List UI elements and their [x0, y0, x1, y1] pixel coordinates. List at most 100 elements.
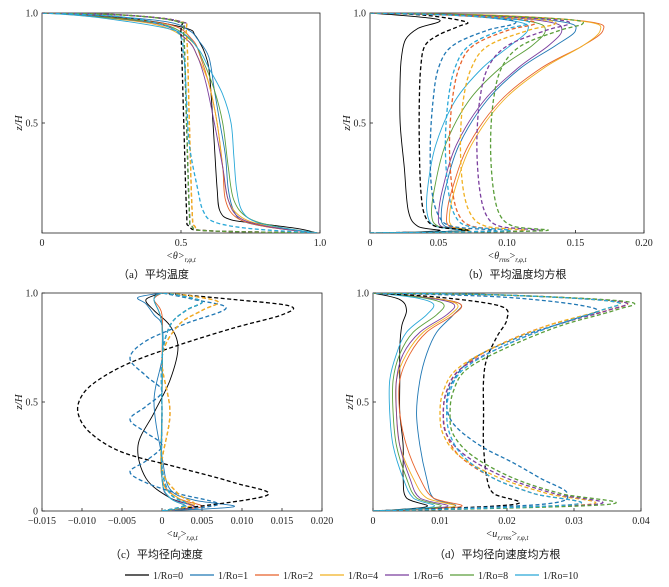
x-axis-label-c: <ur>r,φ,t	[166, 529, 198, 542]
x-tick-label-c: −0.010	[68, 516, 96, 527]
x-tick-label-b: 0.05	[430, 238, 448, 249]
series-line-b-1-ro-6-solid	[370, 13, 563, 233]
y-axis-label-b: z/H	[341, 114, 353, 131]
series-line-a-1-ro-10-dashed	[42, 13, 318, 233]
y-tick-label-c: 1.0	[26, 289, 39, 300]
x-axis-label-a: <θ>r,φ,t	[166, 251, 197, 264]
series-line-d-1-ro-8-solid	[373, 293, 445, 511]
y-tick-label-a: 1.0	[26, 9, 39, 20]
series-line-a-1-ro-2-solid	[42, 13, 318, 233]
y-tick-label-b: 1.0	[354, 9, 367, 20]
x-tick-label-c: 0.020	[311, 516, 334, 527]
series-group-d	[373, 293, 636, 511]
x-tick-label-c: −0.005	[108, 516, 136, 527]
legend-label: 1/Ro=1	[218, 571, 248, 582]
x-tick-label-d: 0	[371, 516, 376, 527]
caption-d: （d）平均径向速度均方根	[434, 549, 561, 561]
series-line-d-1-ro-4-solid	[373, 293, 459, 511]
series-line-a-1-ro-2-dashed	[42, 13, 318, 233]
x-tick-label-c: 0	[160, 516, 165, 527]
series-line-d-1-ro-0-solid	[373, 293, 428, 511]
series-line-a-1-ro-0-dashed	[42, 13, 318, 233]
caption-c: （c）平均径向速度	[110, 549, 203, 561]
series-line-a-1-ro-8-dashed	[42, 13, 318, 233]
x-tick-label-c: 0.005	[191, 516, 214, 527]
series-line-a-1-ro-4-dashed	[42, 13, 318, 233]
series-line-b-1-ro-8-dashed	[370, 13, 584, 233]
x-tick-label-c: −0.015	[28, 516, 56, 527]
series-line-d-1-ro-6-dashed	[373, 293, 629, 511]
series-line-b-1-ro-4-dashed	[370, 13, 557, 233]
legend-item: 1/Ro=0	[125, 571, 183, 582]
x-tick-label-d: 0.01	[431, 516, 449, 527]
series-line-b-1-ro-0-solid	[370, 13, 441, 233]
x-axis-label-d: <ur,rms>r,φ,t	[486, 529, 530, 542]
y-tick-label-c: 0.5	[26, 398, 39, 409]
y-tick-label-d: 0.5	[357, 398, 370, 409]
series-line-b-1-ro-0-dashed	[370, 13, 469, 233]
x-tick-label-a: 0.5	[175, 238, 188, 249]
y-tick-label-a: 0.5	[26, 119, 39, 130]
legend-label: 1/Ro=0	[153, 571, 183, 582]
series-line-d-1-ro-2-solid	[373, 293, 463, 511]
panel-a: 0 0.5 1.0 0.5 1.0 z/H <θ>r,φ,t	[13, 9, 326, 265]
legend-item: 1/Ro=8	[450, 571, 508, 582]
series-line-a-1-ro-4-solid	[42, 13, 318, 233]
x-tick-label-d: 0.04	[632, 516, 650, 527]
legend-label: 1/Ro=4	[348, 571, 378, 582]
series-group-c	[76, 293, 295, 511]
series-line-c-1-ro-0-dashed	[76, 293, 295, 511]
panel-d: 0 0.01 0.02 0.03 0.04 0.5 1.0 z/H <ur,rms>r,φ,t	[344, 289, 650, 543]
legend-label: 1/Ro=8	[478, 571, 508, 582]
series-line-b-1-ro-1-dashed	[370, 13, 517, 233]
legend-item: 1/Ro=4	[320, 571, 378, 582]
x-tick-label-a: 0	[40, 238, 45, 249]
series-line-d-1-ro-1-solid	[373, 293, 462, 511]
series-line-a-1-ro-6-dashed	[42, 13, 318, 233]
panel-c: −0.015 −0.010 −0.005 0 0.005 0.010 0.015 0.020 0…	[13, 289, 333, 543]
series-line-d-1-ro-6-solid	[373, 293, 456, 511]
series-line-c-1-ro-1-solid	[137, 293, 235, 511]
legend-label: 1/Ro=2	[283, 571, 313, 582]
panel-b: 0 0.05 0.10 0.15 0.20 0.5 1.0 z/H <θrms>r,φ,t	[341, 9, 653, 265]
legend: 1/Ro=0 1/Ro=1 1/Ro=2 1/Ro=4 1/Ro=6 1/Ro=8 1/Ro…	[125, 571, 578, 582]
x-tick-label-b: 0.10	[498, 238, 516, 249]
series-line-b-1-ro-8-solid	[370, 13, 546, 233]
series-line-b-1-ro-4-solid	[370, 13, 602, 233]
legend-item: 1/Ro=10	[515, 571, 578, 582]
series-line-a-1-ro-1-solid	[42, 13, 318, 233]
series-group-a	[42, 13, 318, 233]
series-line-d-1-ro-10-solid	[373, 293, 436, 511]
series-line-b-1-ro-6-dashed	[370, 13, 571, 233]
series-line-a-1-ro-6-solid	[42, 13, 318, 233]
x-tick-label-b: 0.20	[635, 238, 653, 249]
caption-b: （b）平均温度均方根	[462, 269, 567, 281]
series-line-d-1-ro-10-dashed	[373, 293, 621, 511]
y-tick-label-d: 1.0	[357, 289, 370, 300]
y-axis-label-c: z/H	[13, 393, 25, 410]
figure-canvas: 0 0.5 1.0 0.5 1.0 z/H <θ>r,φ,t 0 0.05 0.10 0.15 0.2…	[13, 9, 653, 543]
series-line-a-1-ro-0-solid	[42, 13, 318, 233]
y-tick-label-c: 0	[33, 507, 38, 518]
series-line-d-1-ro-0-dashed	[373, 293, 521, 511]
series-group-b	[370, 13, 605, 233]
y-axis-label-d: z/H	[344, 393, 356, 410]
plot-frame-a	[41, 12, 321, 234]
series-line-a-1-ro-1-dashed	[42, 13, 318, 233]
x-tick-label-c: 0.010	[231, 516, 254, 527]
legend-item: 1/Ro=2	[255, 571, 313, 582]
series-line-a-1-ro-8-solid	[42, 13, 318, 233]
x-tick-label-b: 0.15	[567, 238, 585, 249]
legend-label: 1/Ro=10	[543, 571, 578, 582]
y-tick-label-b: 0.5	[354, 119, 367, 130]
x-tick-label-d: 0.03	[565, 516, 583, 527]
series-line-d-1-ro-8-dashed	[373, 293, 636, 511]
legend-item: 1/Ro=6	[385, 571, 443, 582]
x-tick-label-a: 1.0	[314, 238, 327, 249]
series-line-c-1-ro-4-dashed	[161, 293, 220, 511]
plot-frame-b	[369, 12, 645, 234]
x-tick-label-d: 0.02	[498, 516, 516, 527]
caption-a: （a）平均温度	[118, 269, 189, 281]
legend-item: 1/Ro=1	[190, 571, 248, 582]
series-line-a-1-ro-10-solid	[42, 13, 318, 233]
